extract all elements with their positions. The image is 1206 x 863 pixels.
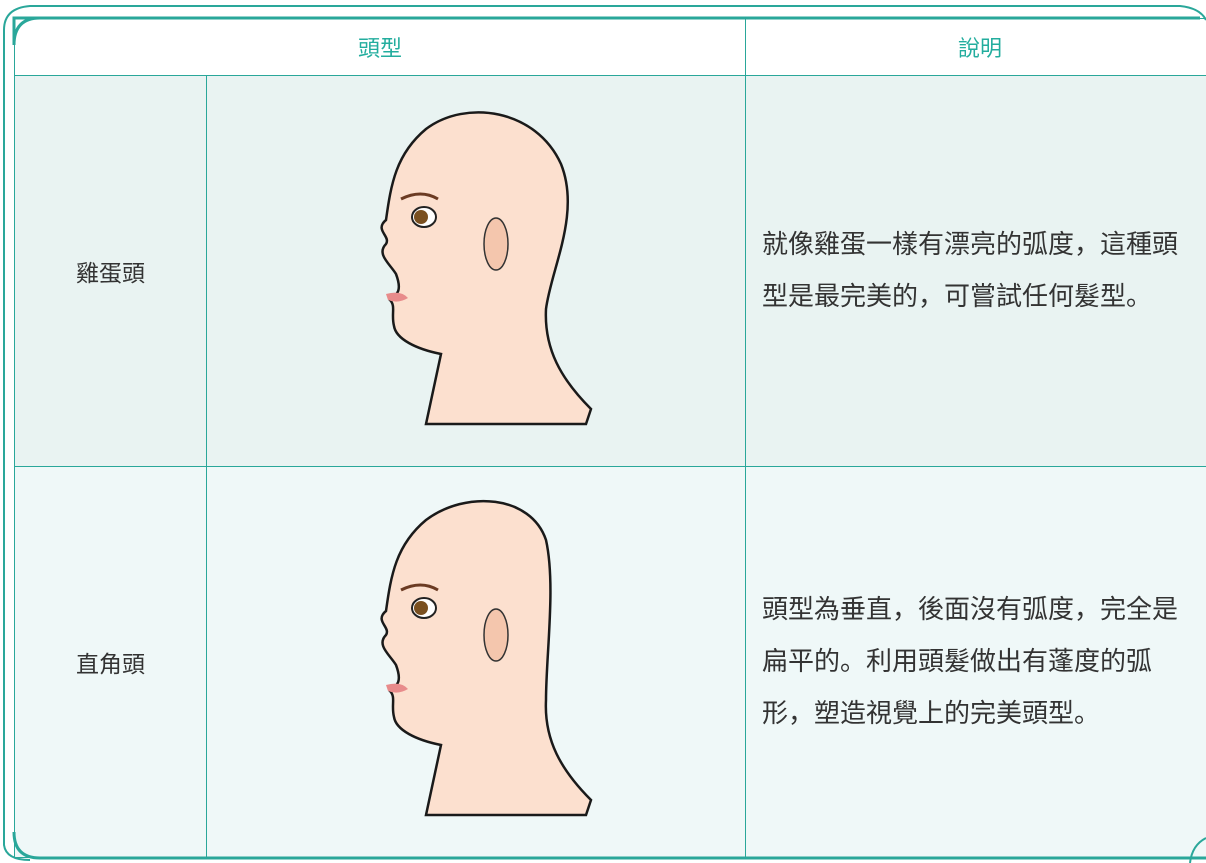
description: 就像雞蛋一樣有漂亮的弧度，這種頭型是最完美的，可嘗試任何髮型。: [745, 75, 1206, 467]
image-cell: [205, 466, 747, 858]
header-cell: 說明: [745, 18, 1206, 76]
flat-head-illustration: [380, 499, 593, 817]
header-cell: 頭型: [13, 18, 747, 76]
shape-name: 直角頭: [14, 466, 207, 858]
header-row: 頭型 說明: [13, 18, 1206, 76]
table-row: 雞蛋頭 就像雞蛋一樣有漂亮的弧度，這種頭型是最完美的，可嘗試任何髮型。: [14, 75, 1206, 467]
head-shape-table: 頭型 說明 雞蛋頭 就像雞蛋一樣有漂亮的弧度，這種頭型是最完美的，可嘗試任何髮型…: [13, 18, 1206, 858]
image-cell: [205, 75, 747, 467]
shape-name: 雞蛋頭: [14, 75, 207, 467]
egg-head-illustration: [380, 111, 593, 426]
description: 頭型為垂直，後面沒有弧度，完全是扁平的。利用頭髮做出有蓬度的弧形，塑造視覺上的完…: [745, 466, 1206, 858]
table-row: 直角頭 頭型為垂直，後面沒有弧度，完全是扁平的。利用頭髮做出有蓬度的弧形，塑造視…: [14, 466, 1206, 858]
